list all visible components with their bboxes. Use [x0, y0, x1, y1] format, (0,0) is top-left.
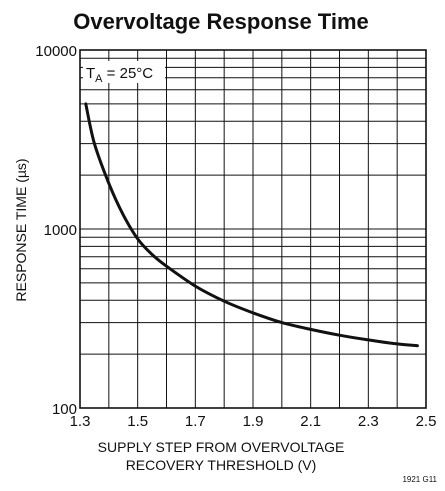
x-tick-label-1.9: 1.9 — [243, 413, 264, 430]
x-tick-label-1.5: 1.5 — [127, 413, 148, 430]
y-tick-labels: 100 1000 10000 — [35, 43, 77, 418]
x-axis-label-line-1: SUPPLY STEP FROM OVERVOLTAGE — [98, 439, 345, 455]
x-tick-label-2.5: 2.5 — [416, 413, 437, 430]
y-tick-label-1000: 1000 — [44, 222, 77, 239]
annotation-background — [83, 61, 165, 83]
plot-frame — [79, 49, 427, 409]
x-tick-labels: 1.3 1.5 1.7 1.9 2.1 2.3 2.5 — [70, 413, 437, 430]
y-tick-label-10000: 10000 — [35, 43, 77, 60]
y-tick-label-100: 100 — [52, 401, 77, 418]
temperature-annotation: TA = 25°C — [86, 65, 153, 85]
x-tick-label-1.3: 1.3 — [70, 413, 91, 430]
y-axis-label: RESPONSE TIME (µs) — [13, 158, 29, 301]
x-axis-label-line-2: RECOVERY THRESHOLD (V) — [126, 457, 317, 473]
grid — [80, 50, 426, 408]
x-tick-label-1.7: 1.7 — [185, 413, 206, 430]
chart-title: Overvoltage Response Time — [73, 9, 369, 34]
figure-id: 1921 G11 — [402, 475, 437, 484]
response-time-curve — [84, 102, 419, 348]
x-tick-label-2.1: 2.1 — [300, 413, 321, 430]
x-tick-label-2.3: 2.3 — [358, 413, 379, 430]
